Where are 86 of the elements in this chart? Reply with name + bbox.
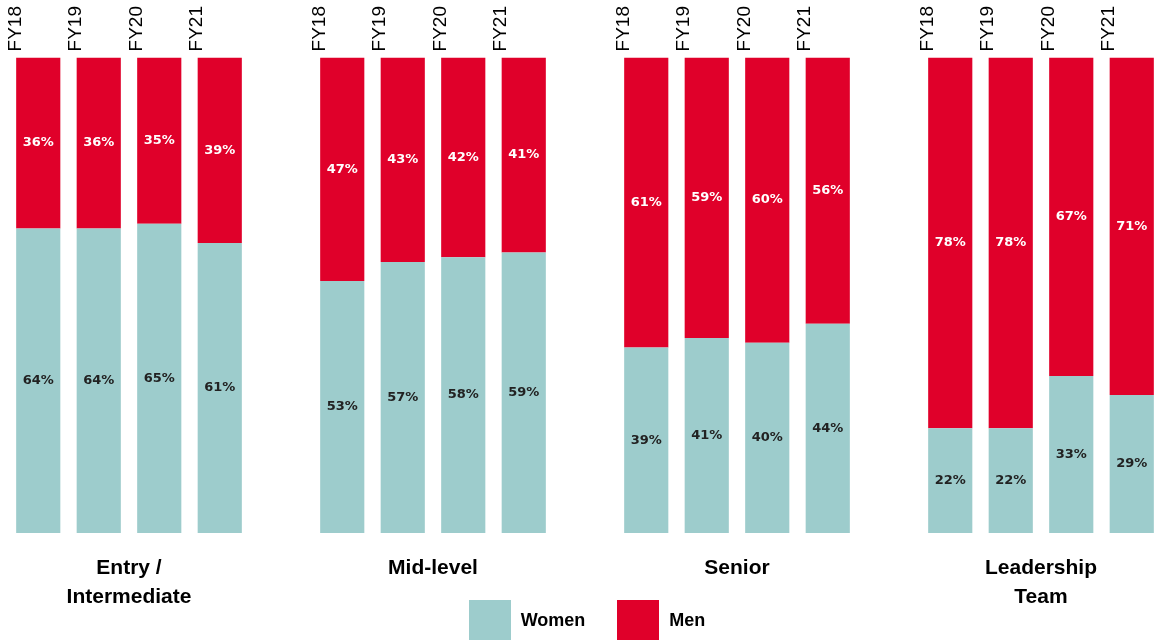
bar [76, 228, 121, 533]
x-tick-label: FY21 [489, 5, 511, 52]
x-tick-label: FY19 [368, 5, 390, 52]
x-tick-label: FY19 [64, 5, 86, 52]
bar [745, 57, 790, 343]
x-tick-label: FY20 [1036, 5, 1058, 52]
bar [501, 252, 546, 533]
data-label: 35% [143, 132, 175, 148]
bar [928, 428, 973, 533]
data-label: 42% [447, 148, 479, 164]
data-label: 59% [508, 384, 540, 400]
x-axis-title: Senior [703, 554, 771, 580]
bar [805, 323, 850, 533]
data-label: 41% [508, 146, 540, 162]
bar [988, 57, 1033, 429]
x-axis-title: Entry / Intermediate [65, 554, 193, 609]
data-label: 59% [691, 189, 723, 205]
bar [137, 223, 182, 533]
data-label: 36% [83, 134, 115, 150]
bar [137, 57, 182, 224]
data-label: 58% [447, 386, 479, 402]
bar [16, 228, 61, 533]
data-label: 61% [630, 193, 662, 209]
data-label: 71% [1116, 217, 1148, 233]
bar [197, 242, 242, 533]
data-label: 78% [934, 234, 966, 250]
data-label: 64% [83, 372, 115, 388]
data-label: 39% [630, 431, 662, 447]
x-axis-title: Leadership Team [983, 554, 1098, 609]
bar [805, 57, 850, 324]
x-tick-label: FY19 [672, 5, 694, 52]
bar [441, 257, 486, 533]
bar [441, 57, 486, 258]
data-label: 78% [995, 234, 1027, 250]
bar [988, 428, 1033, 533]
bar [624, 57, 669, 348]
data-label: 33% [1055, 445, 1087, 461]
x-tick-label: FY18 [3, 5, 25, 52]
data-label: 65% [143, 369, 175, 385]
x-tick-label: FY21 [1097, 5, 1119, 52]
bar [380, 57, 425, 262]
data-label: 47% [326, 160, 358, 176]
bar [320, 280, 365, 533]
bar [684, 57, 729, 339]
bar [1049, 376, 1094, 533]
x-tick-label: FY21 [793, 5, 815, 52]
x-tick-label: FY19 [976, 5, 998, 52]
bar [380, 261, 425, 533]
x-tick-label: FY20 [124, 5, 146, 52]
data-label: 57% [387, 388, 419, 404]
bar [1109, 57, 1154, 396]
data-label: 36% [22, 134, 54, 150]
legend-label: Men [669, 609, 706, 631]
x-tick-label: FY18 [611, 5, 633, 52]
data-label: 39% [204, 141, 236, 157]
data-label: 29% [1116, 455, 1148, 471]
x-tick-label: FY20 [428, 5, 450, 52]
data-label: 53% [326, 398, 358, 414]
bar [928, 57, 973, 429]
x-tick-label: FY20 [732, 5, 754, 52]
x-axis-title: Mid-level [387, 554, 479, 580]
x-tick-label: FY18 [915, 5, 937, 52]
data-label: 44% [812, 419, 844, 435]
bar [1049, 57, 1094, 377]
data-label: 56% [812, 181, 844, 197]
bar [1109, 395, 1154, 533]
x-tick-label: FY21 [185, 5, 207, 52]
bar [684, 338, 729, 533]
data-label: 64% [22, 372, 54, 388]
bar [320, 57, 365, 281]
bar [501, 57, 546, 253]
data-label: 22% [934, 472, 966, 488]
bar [197, 57, 242, 243]
data-label: 61% [204, 379, 236, 395]
data-label: 43% [387, 151, 419, 167]
data-label: 41% [691, 426, 723, 442]
bar [76, 57, 121, 229]
bar [745, 342, 790, 533]
data-label: 67% [1055, 208, 1087, 224]
bar [16, 57, 61, 229]
legend-label: Women [520, 609, 586, 631]
x-tick-label: FY18 [307, 5, 329, 52]
bar [624, 347, 669, 533]
data-label: 60% [751, 191, 783, 207]
data-label: 40% [751, 429, 783, 445]
data-label: 22% [995, 472, 1027, 488]
